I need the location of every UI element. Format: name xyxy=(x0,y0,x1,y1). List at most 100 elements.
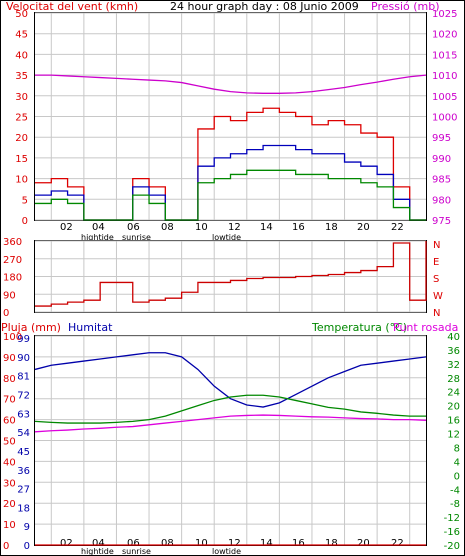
compass-tick: N xyxy=(433,308,440,319)
x-tick-label: 12 xyxy=(228,222,241,233)
pressure-line xyxy=(35,74,427,94)
rain-axis-tick: 0 xyxy=(3,541,9,552)
pressure-axis-tick: 980 xyxy=(432,195,451,206)
compass-tick: S xyxy=(433,274,439,285)
x-tick-label: 02 xyxy=(60,222,73,233)
humidity-axis-tick: 45 xyxy=(17,447,30,458)
x-tick-label: 18 xyxy=(325,538,338,549)
temperature-axis-tick: 28 xyxy=(447,374,460,385)
pressure-axis-tick: 1025 xyxy=(432,9,457,20)
humidity-axis-tick: 18 xyxy=(17,503,30,514)
x-tick-label: 08 xyxy=(161,222,174,233)
temperature-axis-tick: 40 xyxy=(447,332,460,343)
direction-axis-tick: 180 xyxy=(3,273,22,284)
pressure-axis-tick: 1015 xyxy=(432,50,457,61)
x-axis-top: 02 04 06 08 10 12 14 16 18 20 22 hightid… xyxy=(60,222,404,242)
wind-axis-tick: 15 xyxy=(15,154,28,165)
rain-title: Pluja (mm) xyxy=(1,321,61,334)
x-tick-label: 20 xyxy=(357,222,370,233)
graph-title: 24 hour graph day : 08 Junio 2009 xyxy=(170,0,359,13)
direction-line xyxy=(35,241,427,307)
humidity-axis-tick: 63 xyxy=(17,409,30,420)
x-tick-label: 14 xyxy=(260,538,273,549)
dewpoint-title: Punt rosada xyxy=(393,321,458,334)
series-layer xyxy=(34,74,427,546)
rain-axis-tick: 70 xyxy=(3,395,16,406)
humidity-axis-tick: 9 xyxy=(24,522,30,533)
temperature-axis-tick: 0 xyxy=(454,471,460,482)
wind-axis-tick: 50 xyxy=(15,9,28,20)
pressure-axis-tick: 1000 xyxy=(432,113,457,124)
x-tick-label: 06 xyxy=(127,222,140,233)
humidity-axis-tick: 90 xyxy=(17,353,30,364)
temperature-axis-tick: -20 xyxy=(444,541,460,552)
humidity-axis-tick: 27 xyxy=(17,485,30,496)
pressure-axis-tick: 1005 xyxy=(432,92,457,103)
humidity-axis-tick: 81 xyxy=(17,372,30,383)
sunrise-label: sunrise xyxy=(122,233,151,242)
x-axis-bottom: 02 04 06 08 10 12 14 16 18 20 22 hightid… xyxy=(60,538,404,556)
direction-axis-tick: 90 xyxy=(3,290,16,301)
x-tick-label: 08 xyxy=(161,538,174,549)
ticks-layer: 0510152025303540455097598098599099510001… xyxy=(3,9,460,552)
humidity-axis-tick: 0 xyxy=(24,541,30,552)
temperature-axis-tick: 24 xyxy=(447,388,460,399)
x-tick-label: 18 xyxy=(325,222,338,233)
x-tick-label: 04 xyxy=(92,222,105,233)
temperature-axis-tick: 12 xyxy=(447,430,460,441)
humidity-axis-tick: 99 xyxy=(17,334,30,345)
temperature-axis-tick: 4 xyxy=(454,457,460,468)
rain-axis-tick: 10 xyxy=(3,520,16,531)
pressure-axis-tick: 1010 xyxy=(432,71,457,82)
humidity-axis-tick: 36 xyxy=(17,466,30,477)
direction-axis-tick: 270 xyxy=(3,255,22,266)
direction-axis-tick: 0 xyxy=(3,308,9,319)
hightide-label: hightide xyxy=(81,547,114,556)
temperature-axis-tick: -8 xyxy=(450,499,460,510)
pressure-axis-tick: 990 xyxy=(432,154,451,165)
temperature-axis-tick: -16 xyxy=(444,527,460,538)
temperature-axis-tick: 16 xyxy=(447,416,460,427)
x-tick-label: 10 xyxy=(195,538,208,549)
rain-axis-tick: 90 xyxy=(3,353,16,364)
x-tick-label: 04 xyxy=(92,538,105,549)
rain-axis-tick: 20 xyxy=(3,499,16,510)
dewpoint-line xyxy=(34,414,427,433)
temperature-axis-tick: 36 xyxy=(447,346,460,357)
temperature-line xyxy=(34,394,426,424)
temperature-axis-tick: -4 xyxy=(450,485,460,496)
rain-axis-tick: 40 xyxy=(3,457,16,468)
sunrise-label: sunrise xyxy=(122,547,151,556)
wind-axis-tick: 35 xyxy=(15,71,28,82)
wind-axis-tick: 20 xyxy=(15,133,28,144)
pressure-title: Pressió (mb) xyxy=(371,0,440,13)
hightide-label: hightide xyxy=(81,233,114,242)
humidity-axis-tick: 54 xyxy=(17,428,30,439)
compass-tick: E xyxy=(433,257,439,268)
humidity-axis-tick: 72 xyxy=(17,391,30,402)
pressure-axis-tick: 975 xyxy=(432,216,451,227)
x-tick-label: 06 xyxy=(127,538,140,549)
wind-axis-tick: 5 xyxy=(22,195,28,206)
x-tick-label: 14 xyxy=(260,222,273,233)
compass-tick: W xyxy=(433,291,443,302)
x-tick-label: 10 xyxy=(195,222,208,233)
wind-axis-tick: 0 xyxy=(22,216,28,227)
rain-axis-tick: 50 xyxy=(3,437,16,448)
wind-axis-tick: 10 xyxy=(15,175,28,186)
wind-axis-tick: 40 xyxy=(15,50,28,61)
temperature-axis-tick: 20 xyxy=(447,402,460,413)
wind-axis-tick: 25 xyxy=(15,113,28,124)
x-tick-label: 22 xyxy=(391,538,404,549)
wind-title: Velocitat del vent (kmh) xyxy=(6,0,138,13)
pressure-axis-tick: 995 xyxy=(432,133,451,144)
rain-axis-tick: 100 xyxy=(3,332,22,343)
temperature-axis-tick: 32 xyxy=(447,360,460,371)
wind-axis-tick: 45 xyxy=(15,30,28,41)
humidity-line xyxy=(34,352,427,408)
lowtide-label: lowtide xyxy=(212,233,241,242)
humidity-title: Humitat xyxy=(68,321,113,334)
rain-axis-tick: 80 xyxy=(3,374,16,385)
temperature-title: Temperatura (°C) xyxy=(311,321,407,334)
